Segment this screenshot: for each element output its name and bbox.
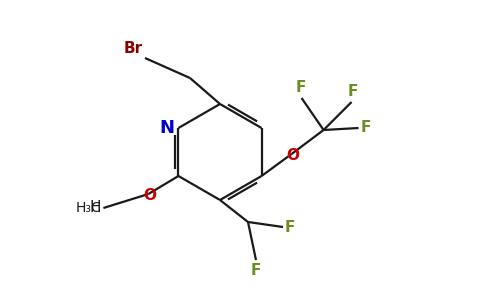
- Text: F: F: [285, 220, 295, 235]
- Text: H₃C: H₃C: [76, 201, 102, 215]
- Text: H: H: [90, 200, 102, 215]
- Text: F: F: [348, 84, 358, 99]
- Text: O: O: [143, 188, 156, 202]
- Text: Br: Br: [124, 41, 143, 56]
- Text: F: F: [295, 80, 306, 95]
- Text: N: N: [159, 119, 174, 137]
- Text: F: F: [251, 263, 261, 278]
- Text: F: F: [361, 121, 371, 136]
- Text: O: O: [286, 148, 299, 163]
